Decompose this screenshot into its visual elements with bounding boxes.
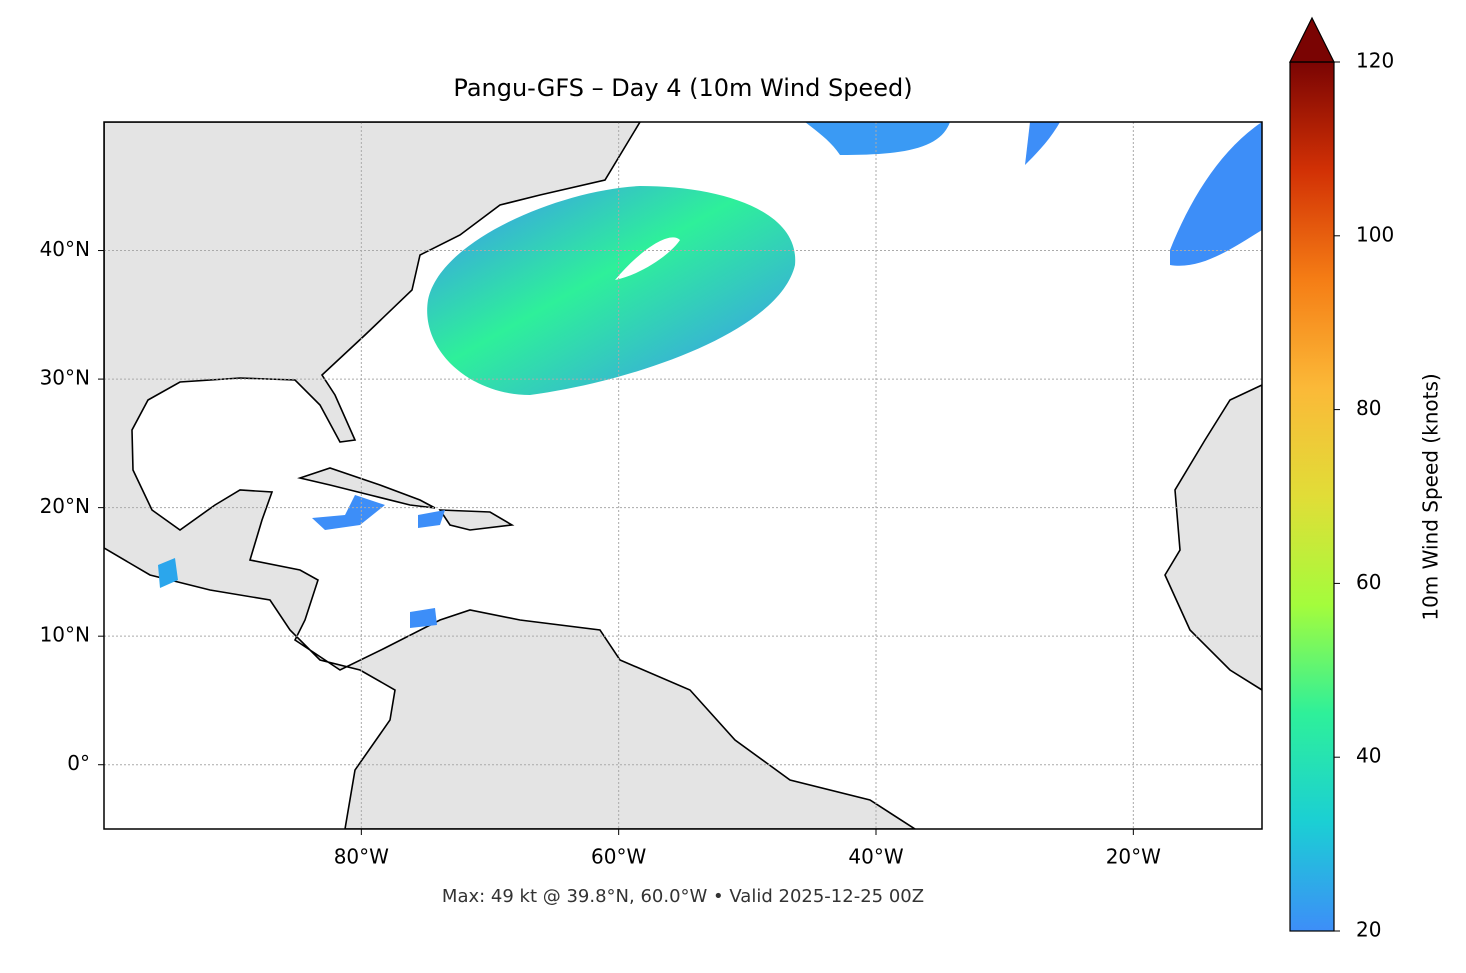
colorbar-tick-label: 80 — [1356, 396, 1381, 420]
colorbar-tick-label: 60 — [1356, 570, 1381, 594]
wind-patch — [805, 122, 950, 155]
americas — [104, 122, 917, 829]
colorbar-tick-label: 20 — [1356, 918, 1381, 942]
wind-field — [158, 122, 1262, 628]
x-tick-label: 60°W — [591, 845, 646, 869]
y-tick-label: 20°N — [40, 494, 90, 518]
wind-patch — [1025, 122, 1060, 165]
wind-patch — [312, 495, 385, 530]
x-tick-label: 80°W — [334, 845, 389, 869]
colorbar-tick-label: 40 — [1356, 744, 1381, 768]
colorbar-label: 10m Wind Speed (knots) — [1419, 373, 1443, 620]
colorbar — [1290, 62, 1334, 931]
map-frame — [103, 121, 1263, 830]
x-tick-label: 20°W — [1106, 845, 1161, 869]
wind-swirl — [427, 186, 796, 395]
colorbar-frame — [1289, 61, 1335, 932]
grid — [104, 122, 1262, 829]
colorbar-tick-label: 120 — [1356, 49, 1394, 73]
hispaniola — [438, 509, 515, 531]
y-tick-label: 40°N — [40, 237, 90, 261]
wind-patch — [158, 558, 178, 588]
colorbar-tick-label: 100 — [1356, 222, 1394, 246]
colorbar-extend — [1289, 16, 1335, 63]
map-note: Max: 49 kt @ 39.8°N, 60.0°W • Valid 2025… — [442, 886, 924, 907]
wind-patch — [410, 608, 437, 628]
y-tick-label: 10°N — [40, 623, 90, 647]
africa — [1164, 384, 1262, 691]
wind-patch — [1170, 122, 1262, 266]
y-tick-label: 0° — [67, 751, 90, 775]
x-tick-label: 40°W — [848, 845, 903, 869]
map-title: Pangu-GFS – Day 4 (10m Wind Speed) — [453, 74, 912, 102]
cuba — [297, 467, 436, 509]
map-area — [104, 122, 1262, 829]
wind-patch — [418, 510, 445, 528]
y-tick-label: 30°N — [40, 366, 90, 390]
